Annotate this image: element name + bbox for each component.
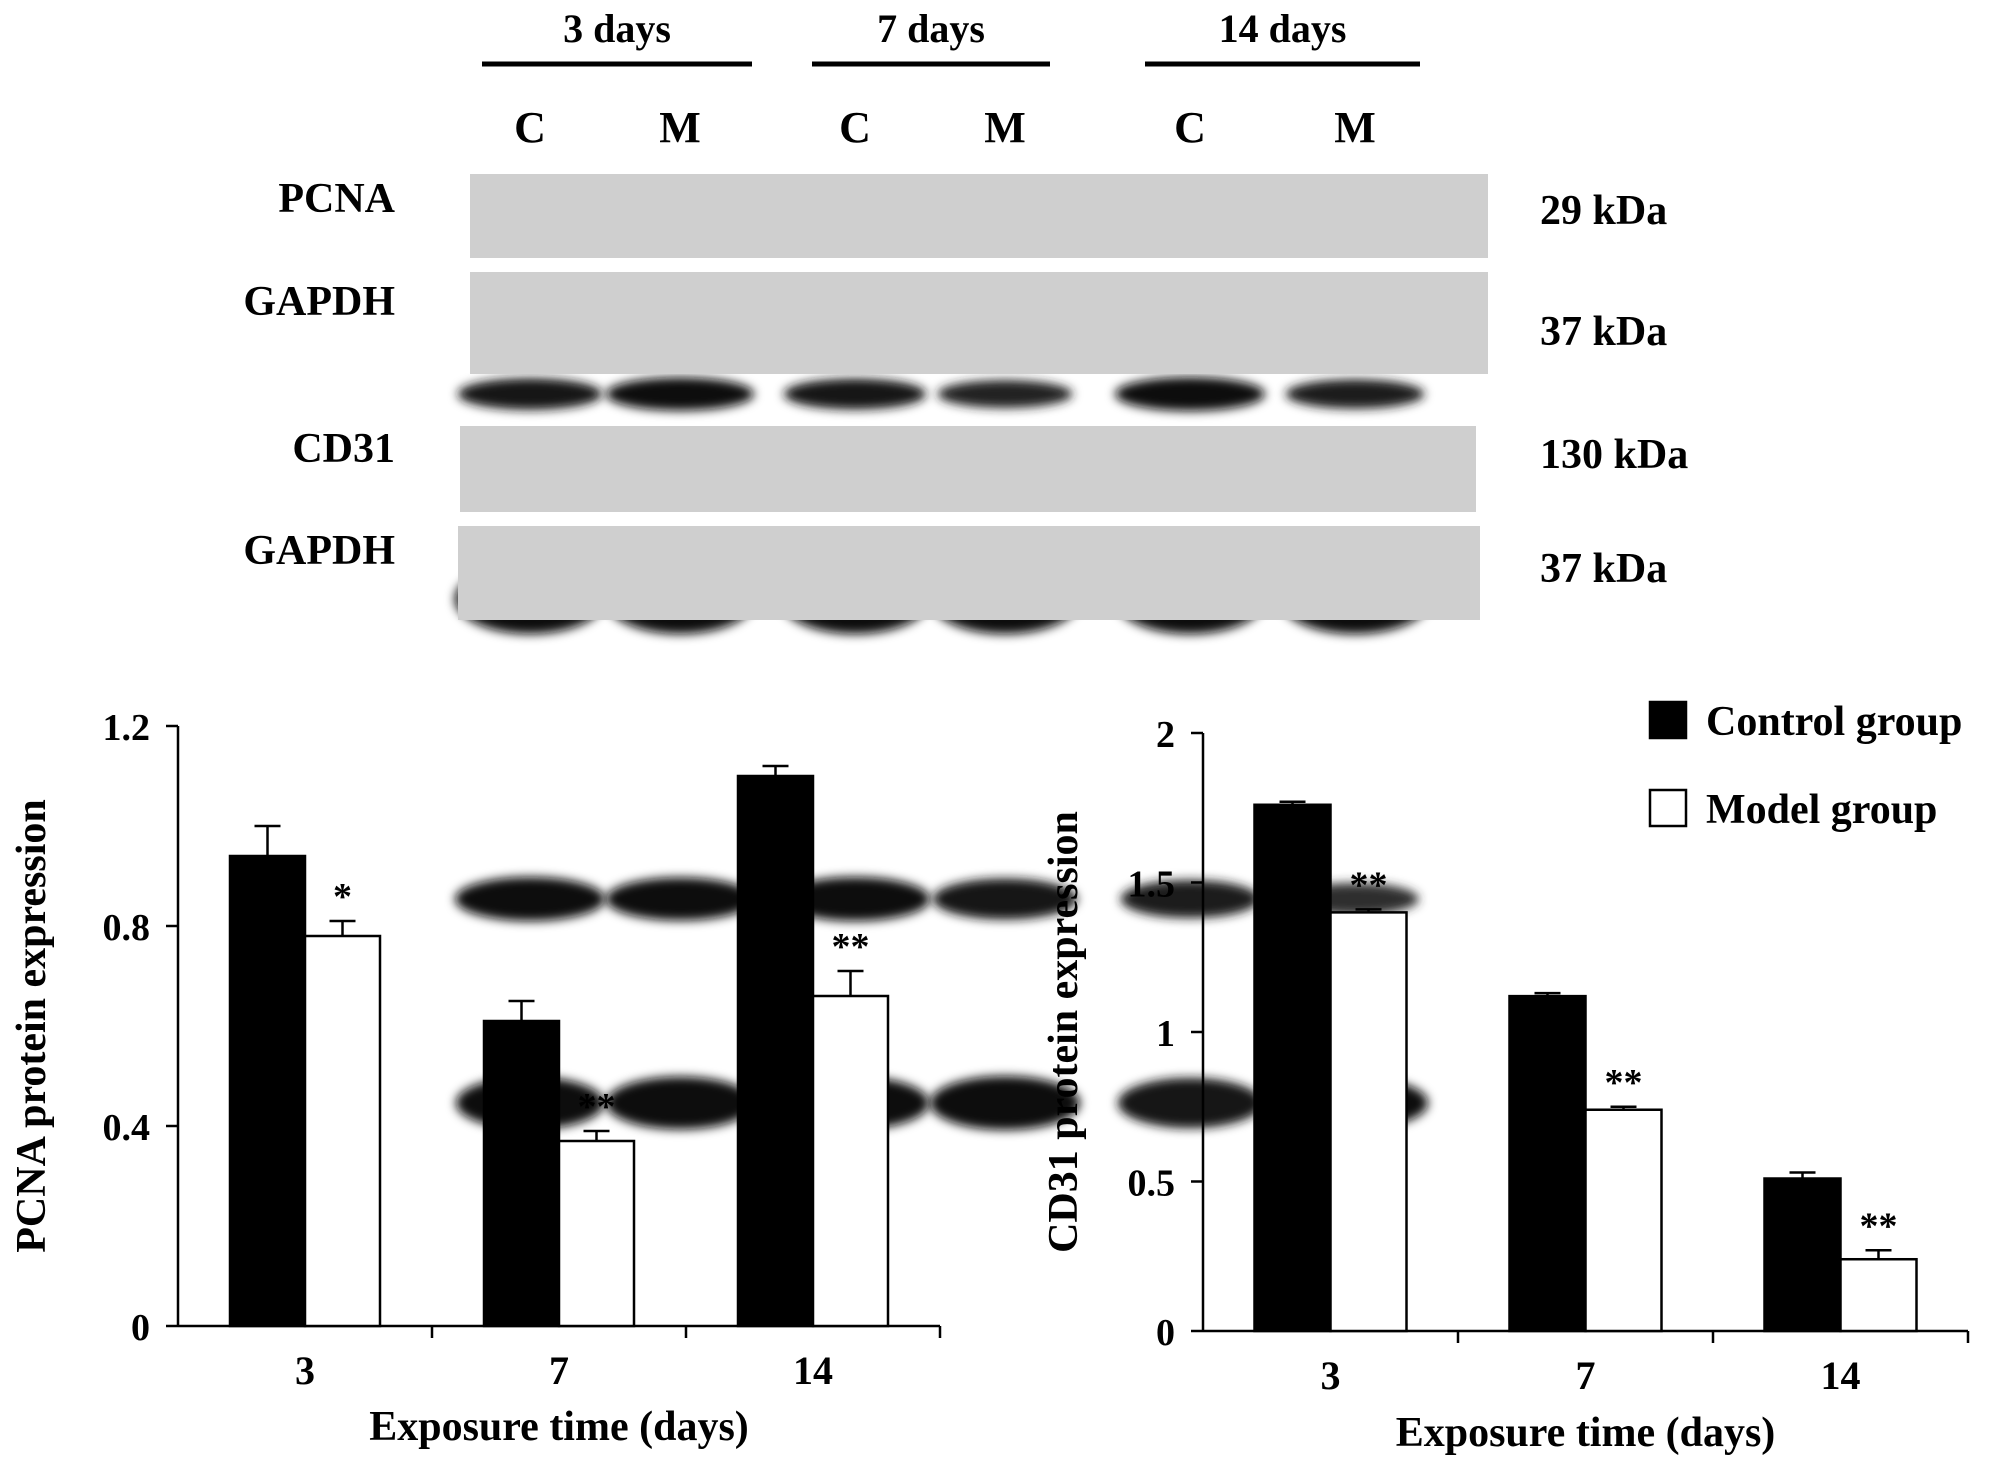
blot-strip-gapdh (455, 526, 1480, 1130)
time-group-label: 14 days (1219, 6, 1347, 51)
cd31-bar-chart: 0 0.5 1 1.5 2 3 ** 7 ** 14 ** Exposure time (days) C… (1041, 714, 1970, 1456)
y-tick-label: 2 (1156, 714, 1175, 756)
x-tick-label: 7 (549, 1348, 569, 1393)
blot-band (783, 378, 927, 410)
time-group-headers: 3 days 7 days 14 days (482, 6, 1420, 67)
legend-item-control-group: Control group (1648, 699, 1962, 745)
x-tick-label: 14 (1821, 1353, 1861, 1398)
y-tick-label: 0.8 (103, 907, 151, 949)
blot-strip-background (458, 526, 1480, 620)
lane-label: M (1334, 103, 1376, 152)
y-tick-label: 1.5 (1128, 864, 1176, 906)
x-tick-label: 14 (793, 1348, 833, 1393)
protein-label: GAPDH (243, 279, 395, 325)
blot-strip-background (470, 174, 1488, 258)
blot-band (1117, 1077, 1263, 1129)
y-axis-label: PCNA protein expression (9, 799, 55, 1252)
y-axis-label: CD31 protein expression (1041, 811, 1087, 1253)
kda-label: 29 kDa (1540, 188, 1667, 234)
bar-model-group (1839, 1257, 1918, 1333)
blot-strip-background (460, 426, 1476, 512)
blot-band (605, 877, 755, 921)
blot-strip-pcna (457, 174, 1488, 411)
x-axis-label: Exposure time (days) (1396, 1410, 1776, 1456)
y-tick-label: 1 (1156, 1013, 1175, 1055)
lane-label: C (1174, 103, 1206, 152)
bar-model-group (811, 994, 890, 1328)
blot-band (1120, 879, 1260, 919)
blot-band (930, 1076, 1080, 1130)
blot-band (1285, 379, 1425, 409)
bar-model-group (1329, 911, 1408, 1333)
significance-marker: ** (832, 926, 870, 968)
time-group-label: 3 days (563, 6, 671, 51)
y-tick-label: 0 (131, 1307, 150, 1349)
bar-model-group (303, 934, 382, 1328)
y-tick-label: 0.4 (103, 1107, 151, 1149)
legend-label: Control group (1706, 699, 1962, 745)
bar-control-group (1253, 803, 1332, 1333)
blot-band (605, 377, 755, 411)
lane-label: C (514, 103, 546, 152)
kda-labels: 29 kDa 37 kDa 130 kDa 37 kDa (1540, 188, 1688, 592)
significance-marker: ** (1605, 1062, 1643, 1104)
y-tick-label: 0.5 (1128, 1163, 1176, 1205)
significance-marker: * (333, 876, 352, 918)
legend-swatch (1648, 700, 1688, 740)
significance-marker: ** (1350, 864, 1388, 906)
x-tick-label: 3 (295, 1348, 315, 1393)
blot-band (780, 877, 930, 921)
bar-model-group (1584, 1108, 1663, 1333)
protein-label: CD31 (292, 426, 395, 472)
x-tick-label: 7 (1576, 1353, 1596, 1398)
blot-strip-background (470, 272, 1488, 374)
lane-label: M (659, 103, 701, 152)
x-tick-label: 3 (1321, 1353, 1341, 1398)
blot-band (457, 378, 603, 410)
chart-legend: Control group Model group (1648, 699, 1962, 833)
legend-label: Model group (1706, 787, 1937, 833)
protein-labels: PCNA GAPDH CD31 GAPDH (243, 176, 395, 574)
bar-control-group (1508, 994, 1587, 1333)
blot-band (455, 877, 605, 921)
bar-control-group (736, 774, 815, 1328)
bar-control-group (1763, 1177, 1842, 1333)
significance-marker: ** (578, 1086, 616, 1128)
lane-label: C (839, 103, 871, 152)
blot-band (937, 380, 1073, 408)
blot-band (1115, 377, 1265, 411)
bar-model-group (557, 1139, 636, 1328)
blot-band (605, 1076, 755, 1130)
x-axis-label: Exposure time (days) (369, 1404, 749, 1450)
significance-marker: ** (1860, 1205, 1898, 1247)
protein-label: GAPDH (243, 528, 395, 574)
blot-strips (455, 174, 1488, 1130)
pcna-bar-chart: 0 0.4 0.8 1.2 3 * 7 ** 14 ** Exposure time (days) P… (9, 707, 942, 1450)
blot-band (932, 878, 1078, 920)
lane-label: M (984, 103, 1026, 152)
kda-label: 37 kDa (1540, 309, 1667, 355)
kda-label: 130 kDa (1540, 432, 1688, 478)
legend-item-model-group: Model group (1648, 787, 1937, 833)
kda-label: 37 kDa (1540, 546, 1667, 592)
y-tick-label: 1.2 (103, 707, 151, 749)
y-tick-label: 0 (1156, 1312, 1175, 1354)
time-group-label: 7 days (877, 6, 985, 51)
bar-control-group (228, 854, 307, 1328)
legend-swatch (1648, 788, 1688, 828)
western-blot-panel: 3 days 7 days 14 days C M C M C M PCNA GAPDH CD31… (243, 6, 1688, 1130)
protein-label: PCNA (278, 176, 395, 222)
bar-control-group (482, 1019, 561, 1328)
